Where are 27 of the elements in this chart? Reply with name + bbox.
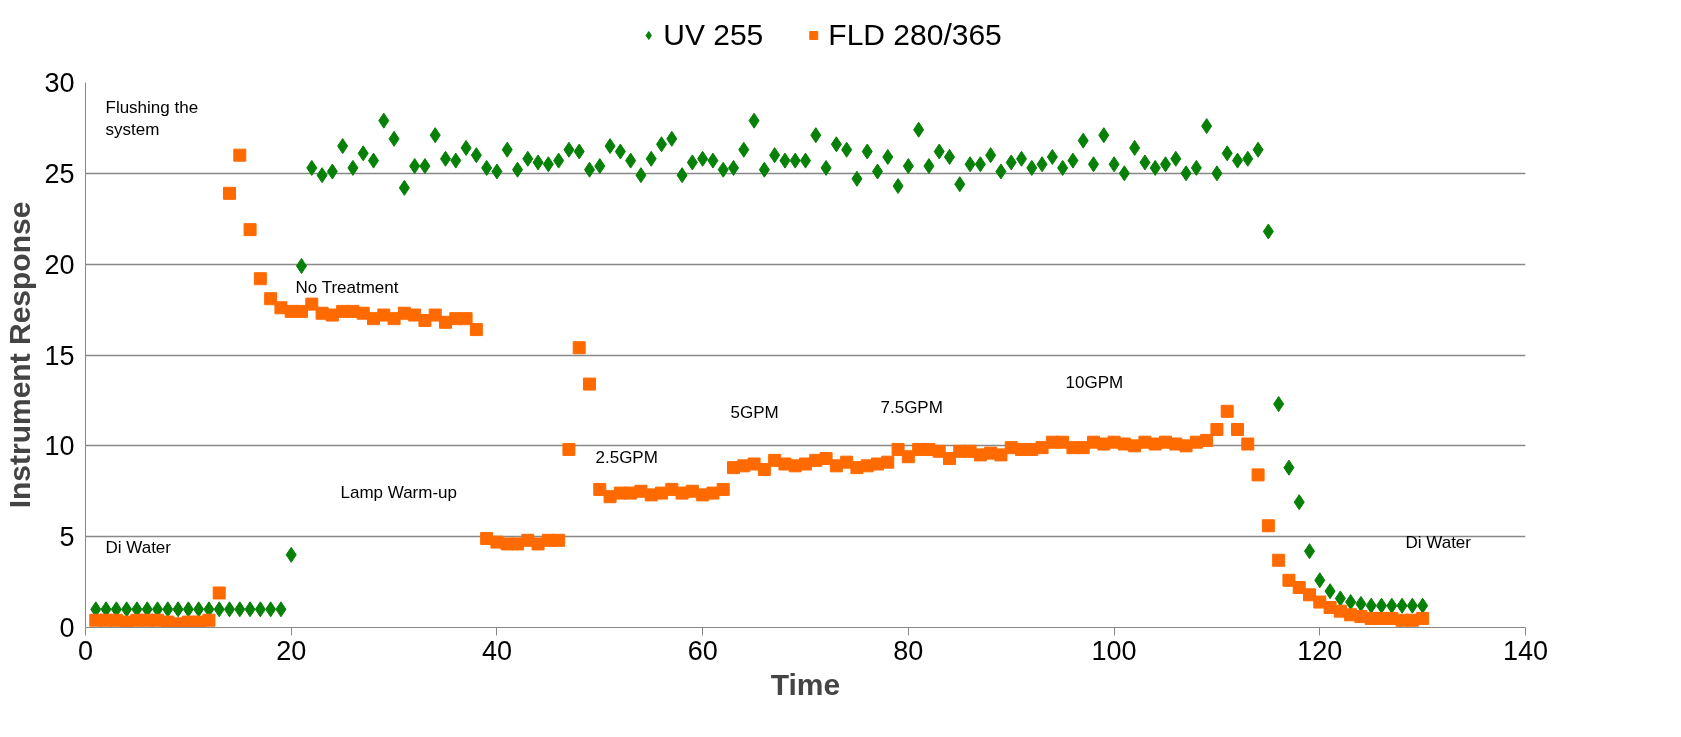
x-tick-label: 140 [1502,635,1549,666]
annotation: 5GPM [730,402,779,422]
x-tick-label: 80 [893,635,924,666]
x-tick-label: 120 [1297,635,1343,666]
y-tick-label: 15 [44,340,75,371]
annotation: 10GPM [1065,372,1124,392]
annotation: Di Water [105,537,172,557]
annotation: 2.5GPM [595,447,658,467]
x-tick-label: 40 [481,635,512,666]
annotation: Di Water [1405,532,1472,552]
x-axis-title: Time [770,667,841,701]
annotation: No Treatment [295,277,399,297]
annotation: Flushing the system [105,97,199,140]
y-tick-label: 0 [59,613,75,643]
y-tick-label: 20 [44,249,75,280]
legend-label: FLD 280/365 [828,18,1002,52]
x-tick-label: 20 [276,635,307,666]
y-tick-label: 30 [44,68,75,98]
legend-label: UV 255 [663,18,764,52]
y-tick-label: 25 [44,158,75,189]
y-tick-label: 5 [59,522,75,553]
y-tick-label: 10 [44,431,75,462]
annotation: 7.5GPM [880,397,943,417]
x-tick-label: 100 [1091,635,1137,666]
annotation: Lamp Warm-up [340,482,458,502]
y-axis-title: Instrument Response [3,201,37,509]
x-tick-label: 60 [687,635,718,666]
